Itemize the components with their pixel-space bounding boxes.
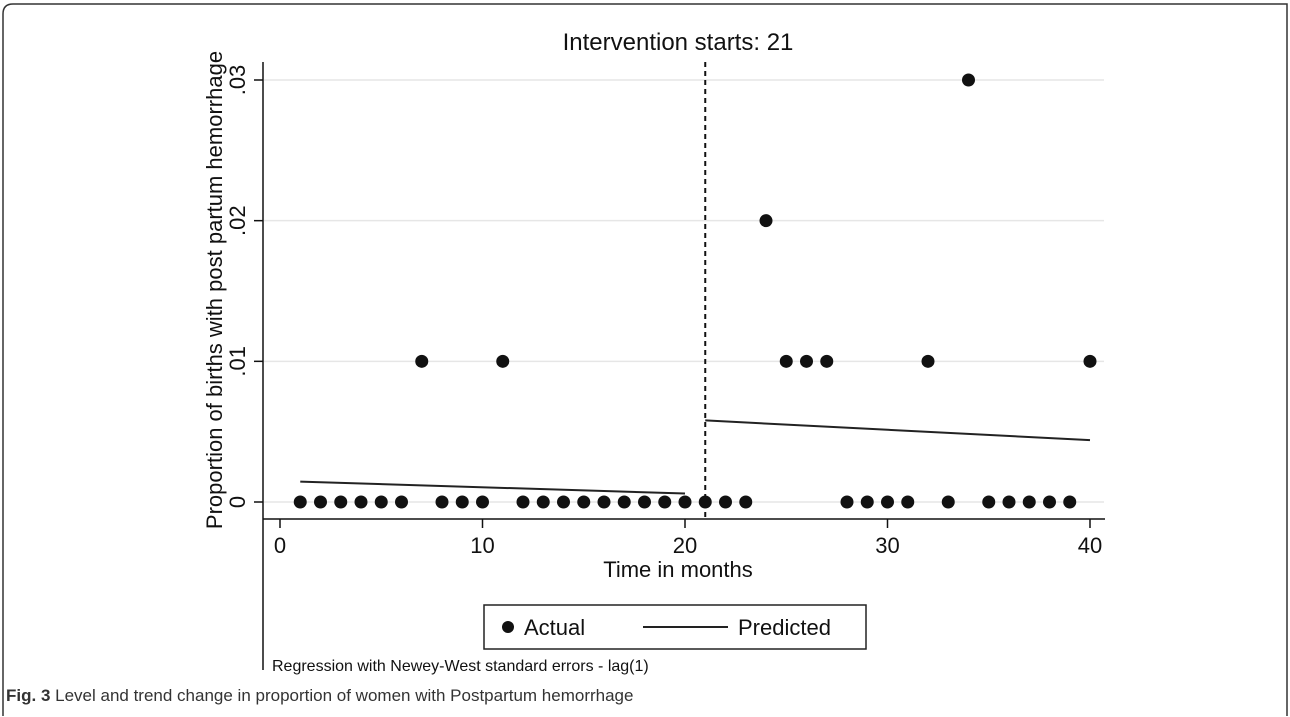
- actual-point: [941, 495, 955, 509]
- actual-point: [860, 495, 874, 509]
- x-axis-label: Time in months: [603, 557, 753, 582]
- x-tick-label: 0: [274, 533, 286, 558]
- actual-point: [354, 495, 368, 509]
- legend: Actual Predicted: [483, 604, 867, 650]
- grid: [264, 79, 1104, 503]
- y-tick-label: .03: [225, 65, 250, 96]
- predicted-line-segment: [705, 419, 1091, 442]
- y-axis-label: Proportion of births with post partum he…: [202, 51, 227, 529]
- actual-point: [1063, 495, 1077, 509]
- actual-point: [1002, 495, 1016, 509]
- actual-point: [638, 495, 651, 509]
- figure-caption: Fig. 3 Level and trend change in proport…: [6, 686, 633, 706]
- actual-point: [840, 495, 854, 509]
- actual-point: [982, 495, 996, 509]
- actual-point: [1083, 354, 1097, 368]
- actual-point: [516, 495, 530, 509]
- plot-area: 0 .01 .02 .03 0 10 20 30 40: [225, 62, 1105, 670]
- actual-point: [1022, 495, 1036, 509]
- actual-point: [314, 495, 327, 509]
- actual-point: [455, 495, 469, 509]
- actual-point: [901, 495, 915, 509]
- predicted-series: [300, 419, 1091, 495]
- actual-point: [678, 495, 692, 509]
- figure-label: Fig. 3: [6, 686, 51, 705]
- actual-series: [293, 73, 1097, 509]
- legend-actual-marker: [502, 621, 514, 633]
- actual-point: [719, 495, 732, 509]
- actual-point: [334, 495, 348, 509]
- y-tick-label: .01: [225, 346, 250, 377]
- actual-point: [374, 495, 388, 509]
- actual-point: [1043, 495, 1056, 509]
- actual-point: [820, 354, 834, 368]
- actual-point: [779, 354, 793, 368]
- x-tick-label: 30: [875, 533, 899, 558]
- y-tick-label: 0: [225, 496, 250, 508]
- actual-point: [415, 354, 429, 368]
- y-ticks: 0 .01 .02 .03: [225, 65, 263, 508]
- legend-predicted-label: Predicted: [738, 615, 831, 640]
- actual-point: [293, 495, 307, 509]
- actual-point: [698, 495, 712, 509]
- regression-note: Regression with Newey-West standard erro…: [272, 658, 649, 675]
- actual-point: [597, 495, 611, 509]
- actual-point: [496, 354, 510, 368]
- actual-point: [921, 354, 935, 368]
- actual-point: [557, 495, 570, 509]
- x-tick-label: 40: [1078, 533, 1102, 558]
- x-tick-label: 10: [470, 533, 494, 558]
- actual-point: [476, 495, 489, 509]
- actual-point: [759, 214, 773, 228]
- actual-point: [962, 73, 975, 87]
- actual-point: [617, 495, 631, 509]
- predicted-line-segment: [300, 480, 686, 495]
- actual-point: [435, 495, 449, 509]
- actual-point: [881, 495, 894, 509]
- actual-point: [395, 495, 408, 509]
- actual-point: [739, 495, 753, 509]
- chart-title: Intervention starts: 21: [563, 29, 794, 56]
- actual-point: [577, 495, 591, 509]
- x-tick-label: 20: [673, 533, 697, 558]
- y-tick-label: .02: [225, 205, 250, 236]
- figure-caption-text: Level and trend change in proportion of …: [50, 686, 634, 705]
- actual-point: [536, 495, 550, 509]
- actual-point: [800, 354, 813, 368]
- x-ticks: 0 10 20 30 40: [274, 519, 1102, 558]
- actual-point: [658, 495, 672, 509]
- legend-actual-label: Actual: [524, 615, 585, 640]
- figure-border: [2, 3, 1288, 716]
